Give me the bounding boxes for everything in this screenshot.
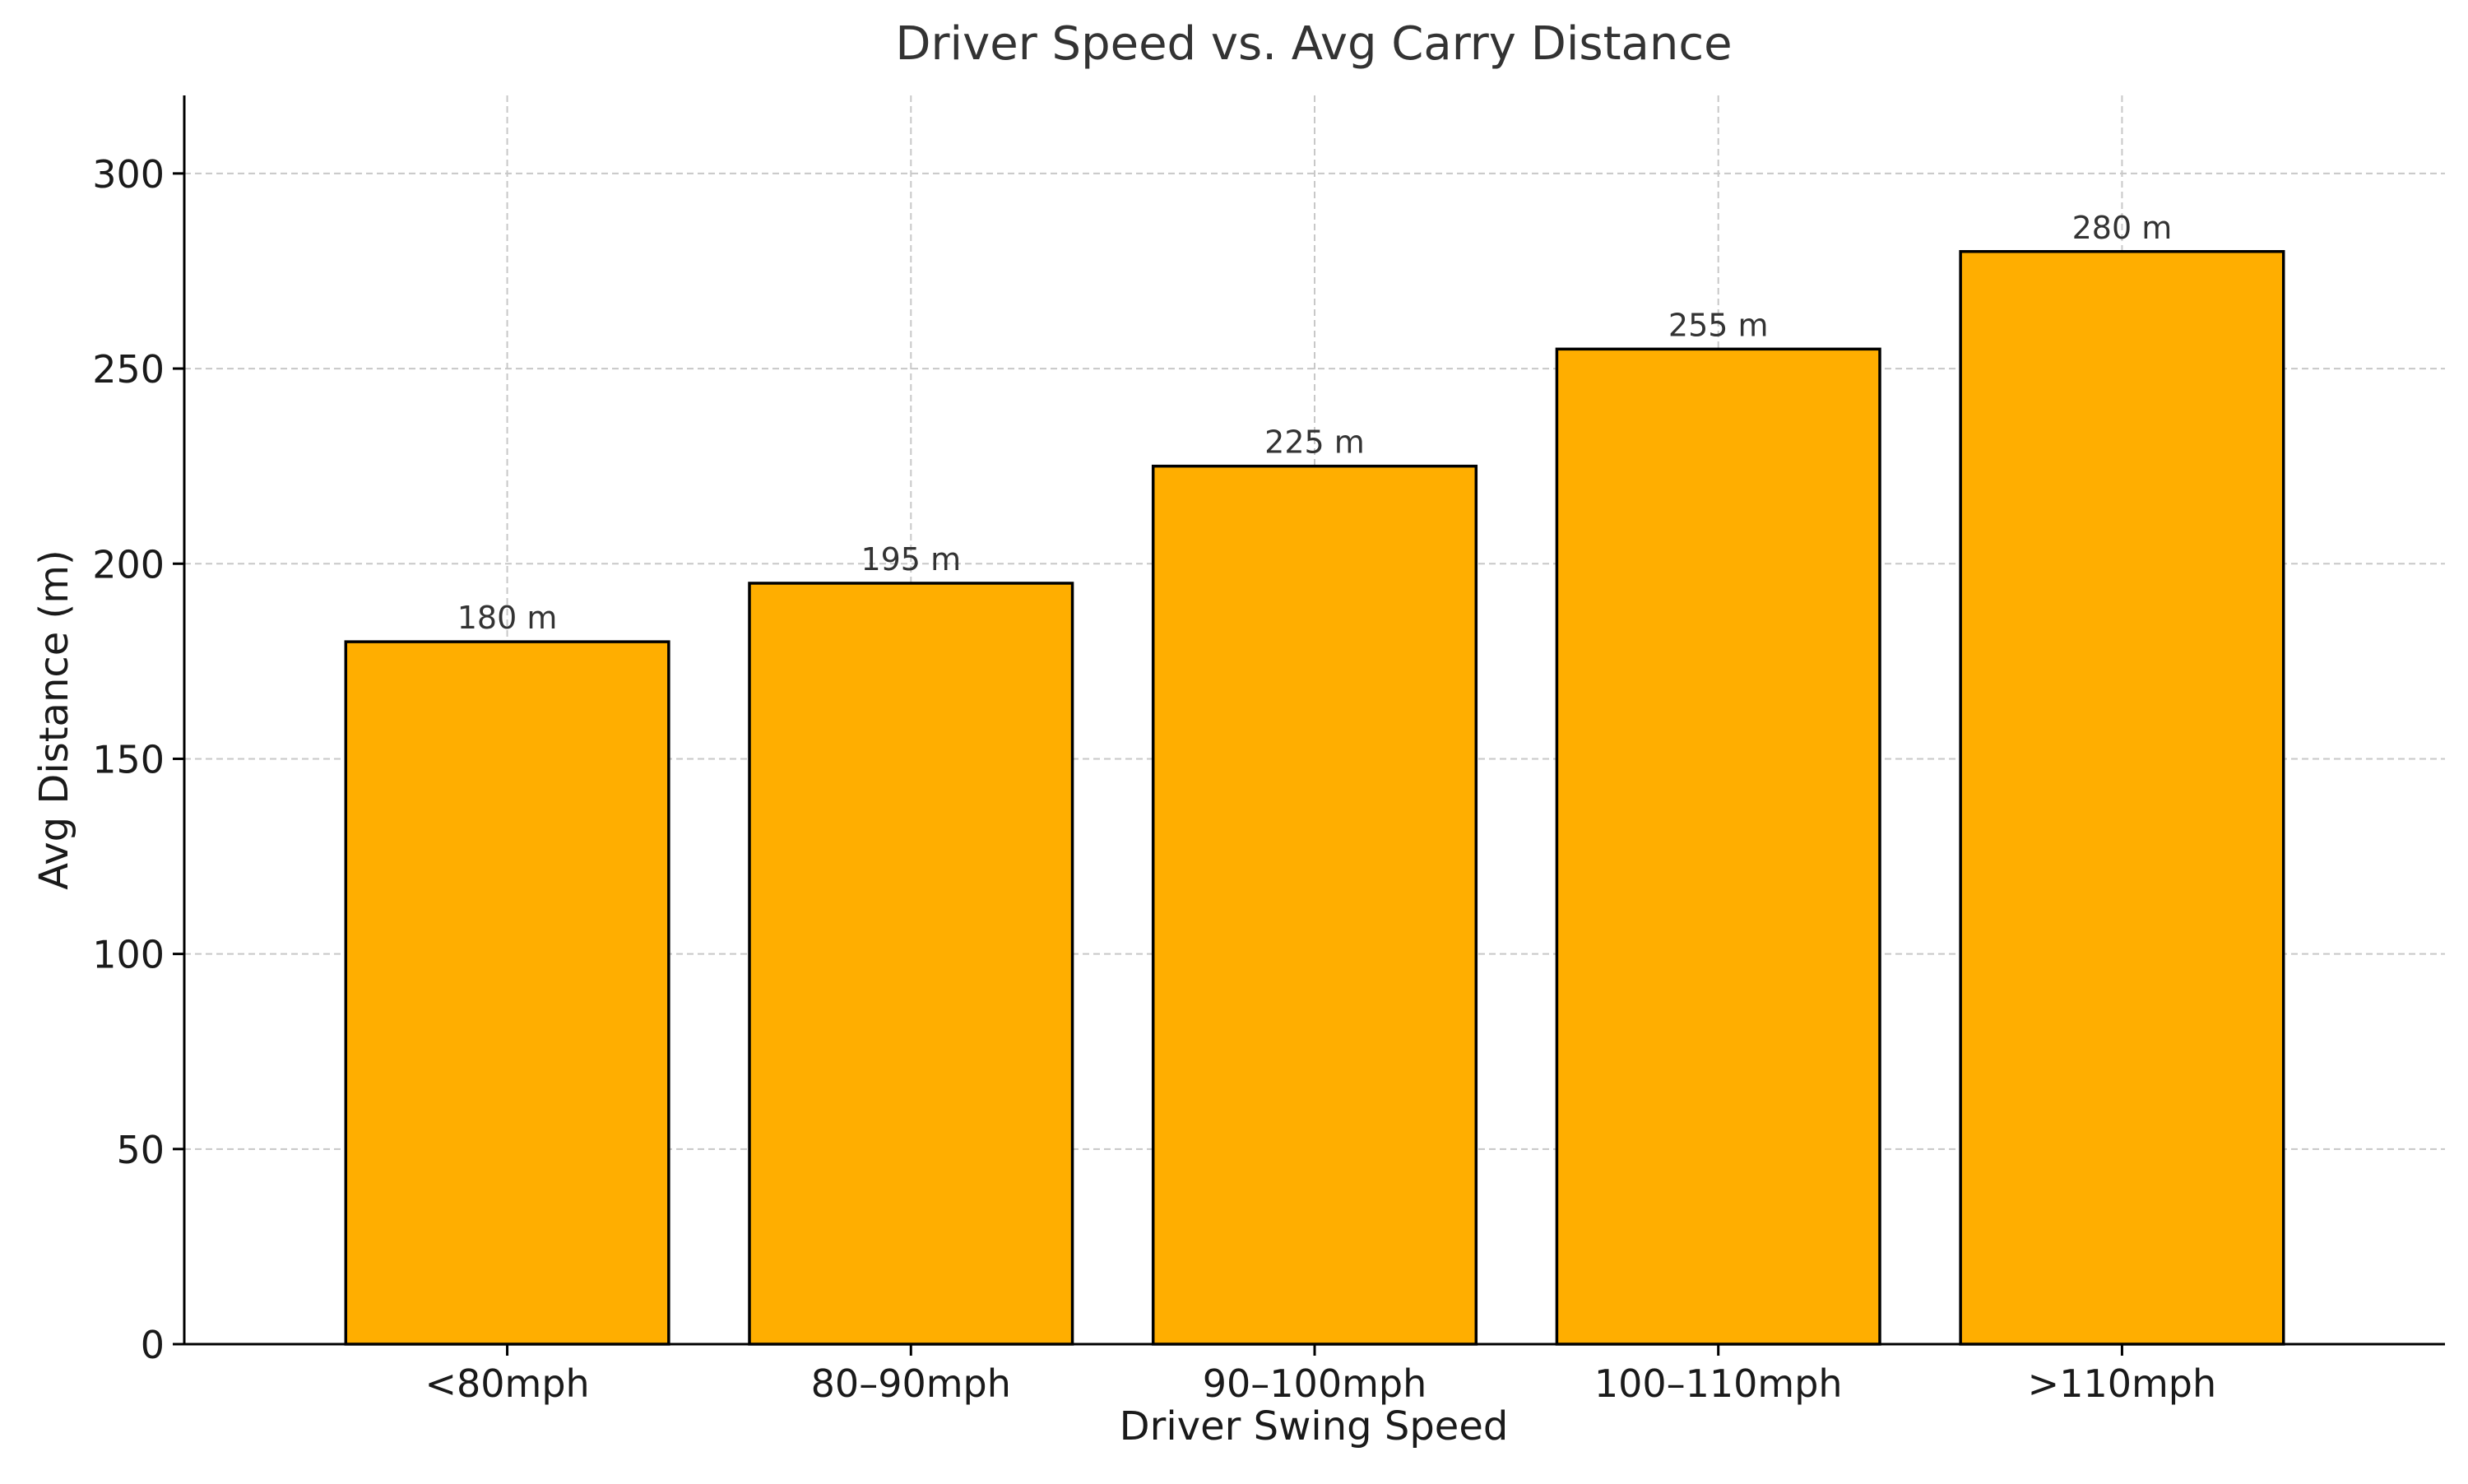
- x-axis-label: Driver Swing Speed: [1120, 1403, 1509, 1449]
- y-tick-label: 50: [116, 1128, 165, 1172]
- y-axis-label: Avg Distance (m): [31, 550, 77, 890]
- y-tick-label: 150: [92, 737, 165, 781]
- data-label: 195 m: [861, 541, 961, 577]
- bar: [1151, 464, 1478, 1346]
- bar: [1959, 250, 2285, 1346]
- bar: [1555, 347, 1881, 1346]
- x-tick-label: 100–110mph: [1594, 1361, 1843, 1406]
- y-tick-label: 300: [92, 152, 165, 197]
- chart-title: Driver Speed vs. Avg Carry Distance: [895, 17, 1732, 71]
- bars-layer: [344, 250, 2285, 1346]
- x-tick-label: 80–90mph: [811, 1361, 1011, 1406]
- y-tick-label: 250: [92, 347, 165, 392]
- data-label: 280 m: [2072, 210, 2173, 246]
- x-tick-label: >110mph: [2028, 1361, 2217, 1406]
- y-tick-label: 100: [92, 933, 165, 977]
- bar: [748, 582, 1074, 1346]
- y-tick-label: 0: [141, 1323, 165, 1367]
- y-tick-label: 200: [92, 542, 165, 587]
- data-label: 180 m: [457, 600, 558, 636]
- data-label: 225 m: [1264, 424, 1365, 461]
- bar: [344, 640, 670, 1346]
- x-ticks: <80mph 80–90mph 90–100mph 100–110mph >110mph: [424, 1344, 2216, 1406]
- x-tick-label: 90–100mph: [1203, 1361, 1427, 1406]
- data-labels: 180 m 195 m 225 m 255 m 280 m: [457, 210, 2172, 636]
- y-ticks: 0 50 100 150 200 250 300: [92, 152, 184, 1367]
- data-label: 255 m: [1668, 307, 1769, 343]
- x-tick-label: <80mph: [424, 1361, 589, 1406]
